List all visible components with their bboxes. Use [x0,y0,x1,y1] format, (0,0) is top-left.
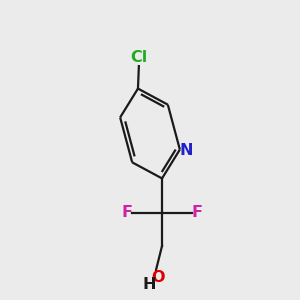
Text: O: O [151,270,164,285]
Text: H: H [142,277,156,292]
Text: F: F [121,206,132,220]
Text: F: F [192,206,203,220]
Text: N: N [180,143,193,158]
Text: Cl: Cl [130,50,148,65]
